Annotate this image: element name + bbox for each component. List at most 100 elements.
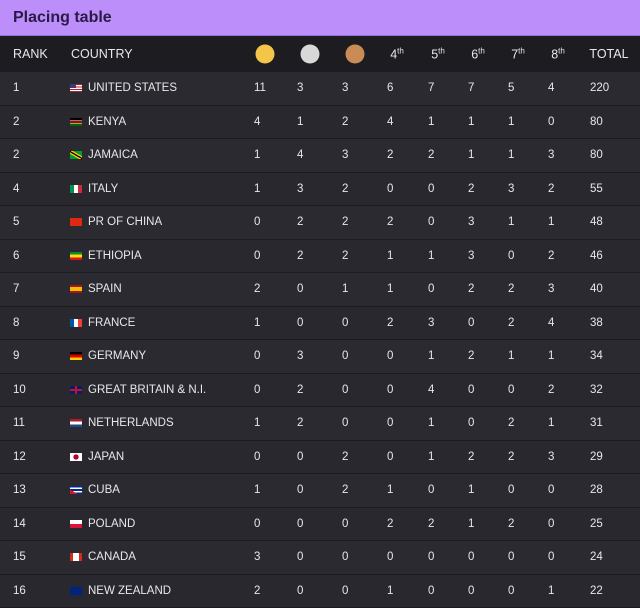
placing-count: 0 [254, 518, 260, 530]
total-points: 25 [590, 518, 603, 530]
total-points: 48 [590, 216, 603, 228]
bronze-medal-icon [346, 45, 365, 64]
placing-count: 1 [548, 585, 554, 597]
placing-count: 1 [508, 149, 514, 161]
placing-count: 0 [297, 551, 303, 563]
placing-count: 1 [468, 484, 474, 496]
total-points: 220 [590, 82, 609, 94]
placing-count: 1 [468, 116, 474, 128]
header-5th: 5th [431, 46, 445, 61]
placing-count: 0 [254, 451, 260, 463]
placing-count: 2 [548, 183, 554, 195]
placing-count: 2 [342, 484, 348, 496]
placing-count: 3 [297, 350, 303, 362]
placing-count: 2 [508, 518, 514, 530]
placing-count: 4 [297, 149, 303, 161]
placing-count: 0 [387, 384, 393, 396]
placing-count: 0 [297, 484, 303, 496]
flag-icon [70, 218, 82, 226]
placing-count: 6 [387, 82, 393, 94]
placing-count: 2 [508, 283, 514, 295]
placing-count: 2 [387, 518, 393, 530]
placing-count: 2 [297, 250, 303, 262]
rank: 10 [13, 384, 26, 396]
placing-count: 7 [468, 82, 474, 94]
rank: 6 [13, 250, 19, 262]
placing-count: 1 [428, 250, 434, 262]
placing-count: 1 [254, 183, 260, 195]
placing-count: 1 [428, 350, 434, 362]
placing-count: 2 [508, 417, 514, 429]
placing-count: 3 [428, 317, 434, 329]
placing-count: 3 [342, 82, 348, 94]
flag-icon [70, 520, 82, 528]
header-8th: 8th [551, 46, 565, 61]
placing-count: 0 [468, 551, 474, 563]
placing-count: 0 [297, 451, 303, 463]
placing-count: 2 [387, 149, 393, 161]
placing-count: 0 [548, 484, 554, 496]
placing-count: 4 [428, 384, 434, 396]
country-name: JAMAICA [88, 149, 138, 161]
placing-count: 2 [468, 350, 474, 362]
placing-count: 4 [254, 116, 260, 128]
placing-count: 3 [297, 82, 303, 94]
placing-count: 1 [548, 417, 554, 429]
total-points: 55 [590, 183, 603, 195]
flag-icon [70, 419, 82, 427]
flag-icon [70, 386, 82, 394]
total-points: 34 [590, 350, 603, 362]
rank: 8 [13, 317, 19, 329]
placing-count: 0 [428, 183, 434, 195]
header-7th: 7th [511, 46, 525, 61]
placing-count: 0 [468, 585, 474, 597]
total-points: 28 [590, 484, 603, 496]
flag-icon [70, 151, 82, 159]
placing-count: 3 [297, 183, 303, 195]
rank: 5 [13, 216, 19, 228]
placing-count: 2 [428, 518, 434, 530]
placing-count: 1 [254, 417, 260, 429]
rank: 2 [13, 149, 19, 161]
flag-icon [70, 453, 82, 461]
placing-count: 3 [254, 551, 260, 563]
rank: 1 [13, 82, 19, 94]
flag-icon [70, 587, 82, 595]
placing-count: 2 [468, 183, 474, 195]
placing-count: 1 [254, 317, 260, 329]
placing-count: 2 [342, 216, 348, 228]
placing-count: 3 [468, 216, 474, 228]
header-country: COUNTRY [71, 47, 133, 61]
placing-count: 2 [428, 149, 434, 161]
rank: 11 [13, 417, 25, 429]
country-name: KENYA [88, 116, 126, 128]
flag-icon [70, 553, 82, 561]
country-name: GREAT BRITAIN & N.I. [88, 384, 206, 396]
placing-count: 0 [508, 551, 514, 563]
placing-count: 0 [342, 417, 348, 429]
country-name: POLAND [88, 518, 135, 530]
rank: 7 [13, 283, 19, 295]
flag-icon [70, 285, 82, 293]
placing-count: 0 [254, 250, 260, 262]
rank: 4 [13, 183, 19, 195]
placing-count: 2 [387, 317, 393, 329]
placing-count: 4 [387, 116, 393, 128]
country-name: UNITED STATES [88, 82, 177, 94]
